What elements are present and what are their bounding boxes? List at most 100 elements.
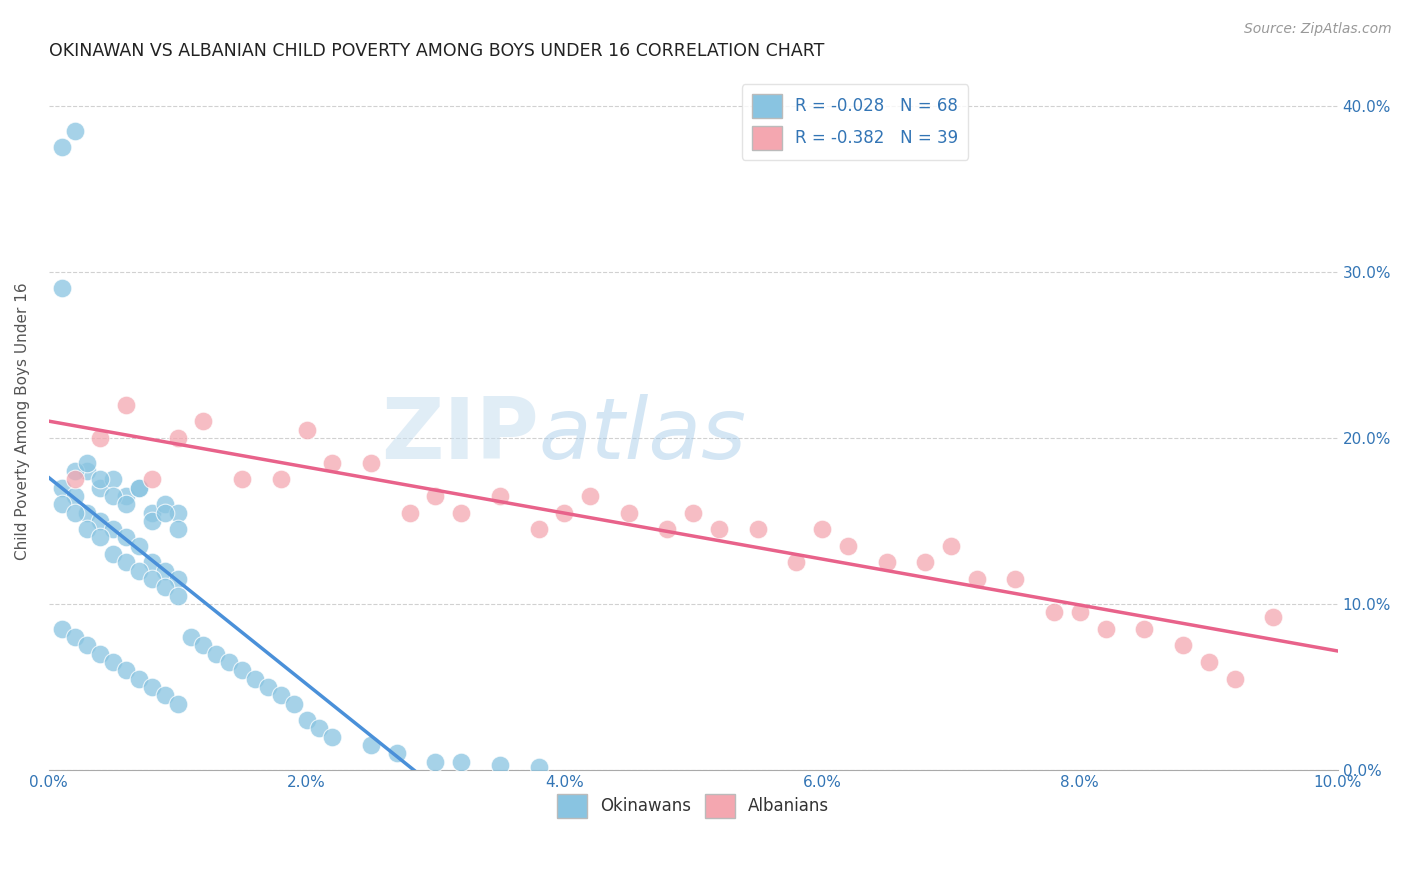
Point	[270, 688, 292, 702]
Point	[141, 572, 163, 586]
Point	[103, 547, 125, 561]
Point	[1043, 605, 1066, 619]
Point	[231, 472, 253, 486]
Point	[115, 398, 138, 412]
Point	[166, 522, 188, 536]
Point	[128, 672, 150, 686]
Point	[141, 514, 163, 528]
Point	[243, 672, 266, 686]
Point	[489, 489, 512, 503]
Point	[89, 472, 111, 486]
Point	[257, 680, 280, 694]
Point	[141, 680, 163, 694]
Point	[115, 555, 138, 569]
Point	[153, 580, 176, 594]
Point	[51, 281, 73, 295]
Point	[682, 506, 704, 520]
Point	[617, 506, 640, 520]
Point	[489, 758, 512, 772]
Text: ZIP: ZIP	[381, 393, 538, 476]
Point	[1171, 639, 1194, 653]
Point	[76, 522, 98, 536]
Point	[89, 531, 111, 545]
Point	[360, 738, 382, 752]
Point	[51, 497, 73, 511]
Point	[115, 489, 138, 503]
Text: Source: ZipAtlas.com: Source: ZipAtlas.com	[1244, 22, 1392, 37]
Point	[166, 506, 188, 520]
Point	[385, 747, 408, 761]
Point	[1223, 672, 1246, 686]
Point	[153, 497, 176, 511]
Point	[63, 506, 86, 520]
Point	[63, 472, 86, 486]
Point	[166, 431, 188, 445]
Point	[180, 630, 202, 644]
Point	[76, 464, 98, 478]
Point	[128, 564, 150, 578]
Point	[103, 655, 125, 669]
Point	[76, 506, 98, 520]
Point	[527, 760, 550, 774]
Point	[63, 464, 86, 478]
Point	[1133, 622, 1156, 636]
Text: OKINAWAN VS ALBANIAN CHILD POVERTY AMONG BOYS UNDER 16 CORRELATION CHART: OKINAWAN VS ALBANIAN CHILD POVERTY AMONG…	[49, 42, 824, 60]
Point	[166, 572, 188, 586]
Point	[193, 414, 215, 428]
Point	[398, 506, 420, 520]
Point	[1198, 655, 1220, 669]
Point	[308, 722, 330, 736]
Point	[747, 522, 769, 536]
Point	[966, 572, 988, 586]
Point	[939, 539, 962, 553]
Point	[218, 655, 240, 669]
Point	[425, 489, 447, 503]
Point	[76, 456, 98, 470]
Point	[811, 522, 834, 536]
Point	[270, 472, 292, 486]
Point	[128, 539, 150, 553]
Point	[193, 639, 215, 653]
Text: atlas: atlas	[538, 393, 747, 476]
Point	[707, 522, 730, 536]
Point	[295, 423, 318, 437]
Point	[295, 713, 318, 727]
Point	[103, 522, 125, 536]
Point	[785, 555, 807, 569]
Y-axis label: Child Poverty Among Boys Under 16: Child Poverty Among Boys Under 16	[15, 283, 30, 560]
Point	[51, 481, 73, 495]
Point	[1094, 622, 1116, 636]
Point	[283, 697, 305, 711]
Point	[425, 755, 447, 769]
Point	[89, 481, 111, 495]
Point	[231, 664, 253, 678]
Point	[1263, 610, 1285, 624]
Point	[553, 506, 575, 520]
Point	[1004, 572, 1026, 586]
Point	[837, 539, 859, 553]
Point	[115, 497, 138, 511]
Point	[153, 564, 176, 578]
Point	[63, 630, 86, 644]
Point	[63, 123, 86, 137]
Point	[1069, 605, 1091, 619]
Point	[876, 555, 898, 569]
Point	[103, 489, 125, 503]
Point	[450, 506, 472, 520]
Point	[153, 688, 176, 702]
Point	[115, 664, 138, 678]
Point	[76, 639, 98, 653]
Legend: Okinawans, Albanians: Okinawans, Albanians	[551, 788, 837, 824]
Point	[103, 472, 125, 486]
Point	[89, 647, 111, 661]
Point	[321, 456, 343, 470]
Point	[115, 531, 138, 545]
Point	[51, 622, 73, 636]
Point	[89, 514, 111, 528]
Point	[141, 506, 163, 520]
Point	[153, 506, 176, 520]
Point	[166, 589, 188, 603]
Point	[579, 489, 602, 503]
Point	[205, 647, 228, 661]
Point	[360, 456, 382, 470]
